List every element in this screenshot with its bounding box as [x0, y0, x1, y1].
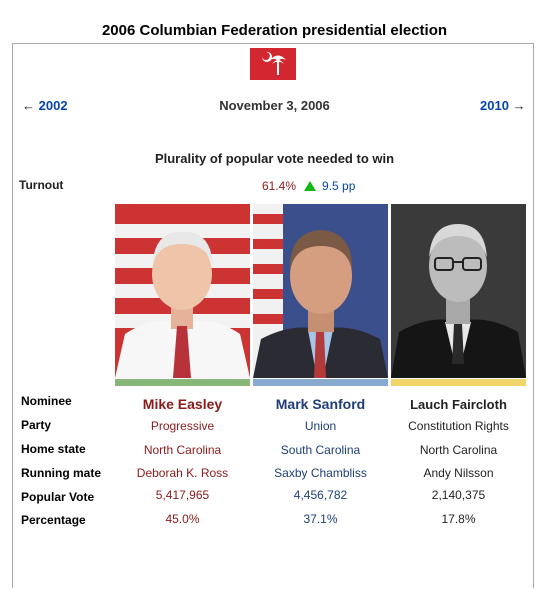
- flag-image[interactable]: [250, 48, 296, 80]
- row-label-home-state: Home state: [21, 442, 86, 456]
- candidate-1-running-mate[interactable]: Deborah K. Ross: [136, 466, 229, 480]
- turnout-percent: 61.4%: [262, 179, 297, 193]
- left-arrow-icon: ←: [22, 98, 35, 113]
- candidate-1-name[interactable]: Mike Easley: [142, 396, 223, 412]
- turnout-value: 61.4% 9.5 pp: [262, 179, 355, 193]
- candidate-1-popular-vote: 5,417,965: [155, 488, 210, 502]
- portrait-sanford: [253, 204, 388, 378]
- candidate-3-popular-vote: 2,140,375: [431, 488, 486, 502]
- row-label-running-mate: Running mate: [21, 466, 101, 480]
- palmetto-flag-icon: [250, 48, 296, 80]
- candidate-2-photo[interactable]: [253, 204, 388, 378]
- infobox-title: 2006 Columbian Federation presidential e…: [101, 22, 448, 39]
- increase-arrow-icon: [304, 181, 317, 191]
- turnout-label: Turnout: [19, 178, 64, 192]
- candidate-2-name[interactable]: Mark Sanford: [275, 396, 366, 412]
- candidate-2-running-mate[interactable]: Saxby Chambliss: [274, 466, 367, 480]
- candidate-1-party[interactable]: Progressive: [150, 419, 215, 433]
- plurality-note: Plurality of popular vote needed to win: [154, 151, 395, 166]
- nav-previous: ← 2002: [22, 98, 68, 113]
- next-election-link[interactable]: 2010: [480, 98, 509, 113]
- candidate-1-percentage: 45.0%: [165, 512, 200, 526]
- candidate-1-photo[interactable]: [115, 204, 250, 378]
- candidate-3-home-state[interactable]: North Carolina: [419, 443, 498, 457]
- previous-election-link[interactable]: 2002: [38, 98, 68, 113]
- candidate-3-color-bar: [391, 379, 526, 386]
- nav-next: 2010 →: [480, 98, 526, 113]
- candidate-3-percentage: 17.8%: [441, 512, 476, 526]
- portrait-faircloth: [391, 204, 526, 378]
- right-arrow-icon: →: [512, 98, 526, 113]
- candidate-3-name[interactable]: Lauch Faircloth: [410, 397, 507, 412]
- row-label-percentage: Percentage: [21, 513, 86, 527]
- candidate-3-photo[interactable]: [391, 204, 526, 378]
- row-label-popular-vote: Popular Vote: [21, 490, 95, 504]
- row-label-party: Party: [21, 418, 52, 432]
- candidate-2-party[interactable]: Union: [304, 419, 337, 433]
- candidate-3-running-mate[interactable]: Andy Nilsson: [423, 466, 494, 480]
- candidate-2-home-state[interactable]: South Carolina: [280, 443, 361, 457]
- row-label-nominee: Nominee: [21, 394, 72, 408]
- turnout-change[interactable]: 9.5 pp: [322, 179, 356, 193]
- portrait-easley: [115, 204, 250, 378]
- candidate-1-color-bar: [115, 379, 250, 386]
- candidate-2-popular-vote: 4,456,782: [293, 488, 348, 502]
- candidate-2-percentage: 37.1%: [303, 512, 338, 526]
- candidate-1-home-state[interactable]: North Carolina: [143, 443, 222, 457]
- candidate-2-color-bar: [253, 379, 388, 386]
- candidate-3-party[interactable]: Constitution Rights: [408, 419, 509, 433]
- election-date: November 3, 2006: [219, 98, 330, 113]
